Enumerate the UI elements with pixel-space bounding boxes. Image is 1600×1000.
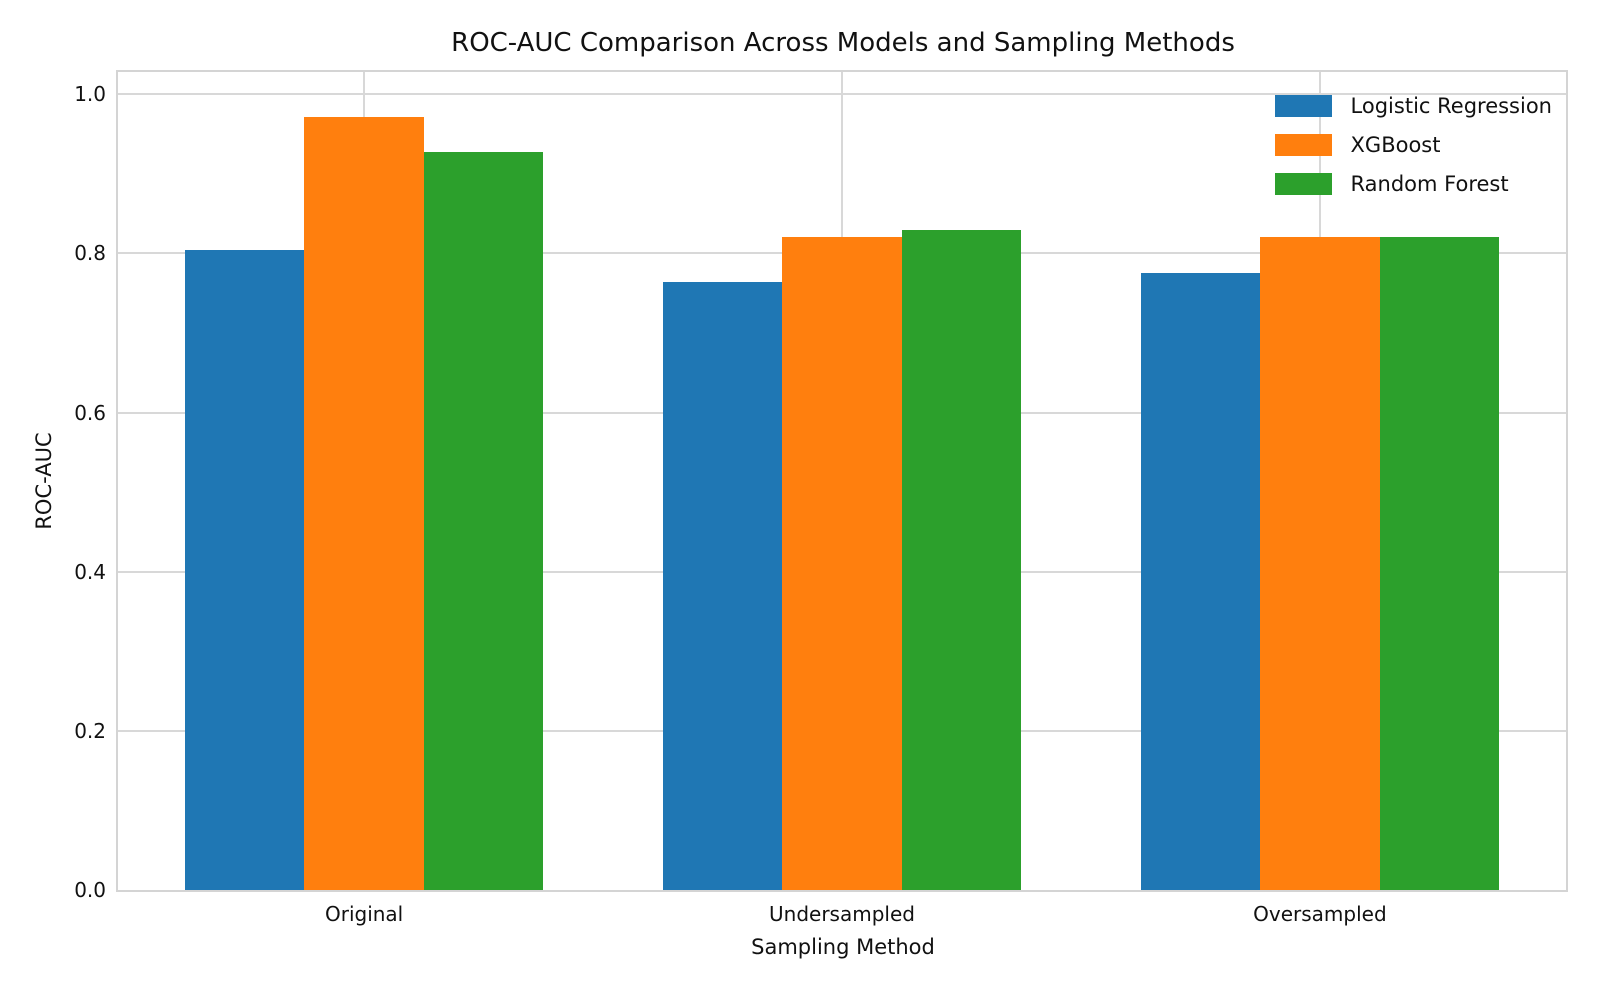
y-tick-label: 1.0	[74, 82, 106, 107]
legend-item: XGBoost	[1274, 133, 1552, 157]
legend-label: Logistic Regression	[1350, 94, 1552, 118]
y-tick-label: 0.0	[74, 878, 106, 902]
bar-random-forest-undersampled	[901, 229, 1022, 890]
y-tick-label: 0.6	[74, 400, 106, 425]
x-tick-label: Original	[324, 902, 404, 926]
chart-title: ROC-AUC Comparison Across Models and Sam…	[451, 28, 1235, 58]
y-tick-label: 0.4	[74, 559, 106, 584]
bar-random-forest-original	[423, 152, 544, 890]
bar-logistic-regression-oversampled	[1140, 272, 1261, 890]
y-axis-label: ROC-AUC	[32, 432, 56, 530]
y-tick-label: 0.8	[74, 241, 106, 266]
legend-swatch-icon	[1274, 134, 1332, 156]
legend-label: XGBoost	[1350, 133, 1441, 157]
legend-label: Random Forest	[1350, 172, 1509, 196]
legend-swatch-icon	[1274, 173, 1332, 195]
bar-xgboost-oversampled	[1260, 236, 1380, 890]
legend-item: Random Forest	[1274, 172, 1552, 196]
bar-xgboost-undersampled	[782, 236, 902, 890]
bar-logistic-regression-undersampled	[662, 282, 783, 890]
legend: Logistic Regression XGBoost Random Forest	[1274, 94, 1552, 196]
x-tick-label: Oversampled	[1253, 902, 1387, 926]
plot-area: Logistic Regression XGBoost Random Forest …	[74, 70, 1568, 926]
x-axis-label: Sampling Method	[751, 935, 935, 959]
bar-logistic-regression-original	[184, 250, 305, 890]
legend-swatch-icon	[1274, 95, 1332, 117]
bar-random-forest-oversampled	[1379, 236, 1500, 890]
bar-xgboost-original	[304, 117, 424, 890]
legend-item: Logistic Regression	[1274, 94, 1552, 118]
y-tick-label: 0.2	[74, 718, 106, 743]
x-tick-label: Undersampled	[769, 902, 915, 926]
